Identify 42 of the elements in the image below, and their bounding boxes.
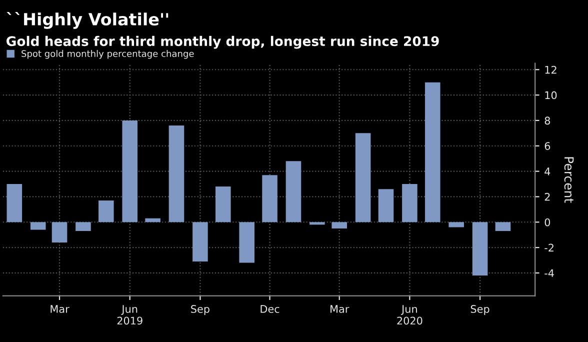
bar: [239, 222, 254, 263]
bar: [30, 222, 46, 230]
bar: [332, 222, 347, 228]
bar: [472, 222, 488, 276]
bar: [168, 126, 184, 222]
bar: [145, 218, 160, 222]
x-tick-label: Jun 2020: [397, 305, 422, 325]
x-tick-label: Jun 2019: [117, 305, 142, 325]
bar: [310, 222, 325, 225]
y-tick-label: 12: [545, 66, 556, 74]
y-tick-label: 4: [544, 168, 550, 176]
bar: [76, 222, 91, 232]
bar: [122, 120, 138, 222]
x-tick-label: Mar: [50, 305, 70, 313]
bar: [286, 161, 302, 222]
bar: [378, 189, 394, 222]
bar: [215, 186, 231, 222]
bar: [98, 200, 114, 222]
y-tick-label: 0: [544, 218, 550, 226]
y-tick-label: 10: [545, 91, 557, 100]
bar: [262, 175, 278, 222]
x-tick-label: Mar: [330, 305, 350, 313]
y-axis-title: Percent: [564, 157, 574, 203]
bar: [6, 184, 22, 222]
y-tick-label: 2: [544, 192, 550, 201]
chart-subtitle: Gold heads for third monthly drop, longest run since 2019: [6, 36, 439, 49]
bar: [355, 133, 371, 222]
bar: [192, 222, 208, 262]
bar: [424, 82, 440, 222]
y-tick-label: -4: [544, 269, 554, 277]
y-tick-label: 8: [544, 116, 550, 125]
chart-title: ``Highly Volatile'': [6, 12, 168, 29]
bar: [495, 222, 511, 232]
y-tick-label: -2: [544, 244, 554, 252]
bar: [448, 222, 464, 228]
legend-label: Spot gold monthly percentage change: [22, 50, 194, 59]
bar: [402, 184, 418, 222]
bar: [52, 222, 68, 242]
x-tick-label: Sep: [191, 305, 210, 315]
x-tick-label: Dec: [260, 305, 280, 313]
x-tick-label: Sep: [470, 305, 490, 315]
y-tick-label: 6: [544, 142, 550, 150]
